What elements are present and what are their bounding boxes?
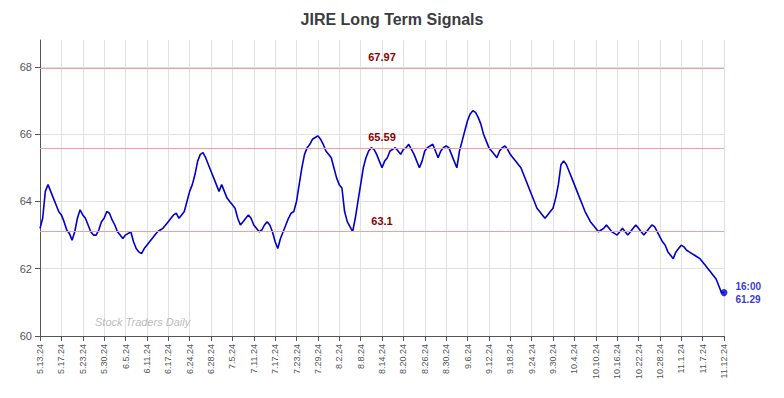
svg-text:9.6.24: 9.6.24 — [463, 344, 473, 369]
svg-text:10.10.24: 10.10.24 — [591, 344, 601, 379]
svg-text:60: 60 — [20, 330, 32, 342]
svg-text:9.18.24: 9.18.24 — [505, 344, 515, 374]
svg-text:11.12.24: 11.12.24 — [719, 344, 729, 378]
svg-text:5.17.24: 5.17.24 — [56, 344, 66, 374]
svg-text:JIRE Long Term Signals: JIRE Long Term Signals — [301, 11, 484, 28]
svg-text:10.28.24: 10.28.24 — [655, 344, 665, 379]
svg-text:9.30.24: 9.30.24 — [548, 344, 558, 374]
svg-text:9.12.24: 9.12.24 — [484, 344, 494, 374]
svg-text:8.2.24: 8.2.24 — [334, 344, 344, 369]
svg-text:5.13.24: 5.13.24 — [35, 344, 45, 374]
svg-text:7.23.24: 7.23.24 — [292, 344, 302, 374]
svg-text:68: 68 — [20, 61, 32, 73]
svg-text:10.4.24: 10.4.24 — [569, 344, 579, 374]
svg-text:16:00: 16:00 — [736, 281, 762, 292]
svg-text:6.17.24: 6.17.24 — [163, 344, 173, 374]
svg-text:62: 62 — [20, 263, 32, 275]
svg-text:10.22.24: 10.22.24 — [634, 344, 644, 379]
svg-text:8.8.24: 8.8.24 — [356, 344, 366, 369]
svg-text:Stock Traders Daily: Stock Traders Daily — [95, 316, 192, 328]
svg-text:63.1: 63.1 — [371, 215, 392, 227]
svg-text:8.20.24: 8.20.24 — [398, 344, 408, 374]
svg-text:7.17.24: 7.17.24 — [270, 344, 280, 374]
svg-text:61.29: 61.29 — [736, 294, 761, 305]
svg-text:6.28.24: 6.28.24 — [206, 344, 216, 374]
svg-text:66: 66 — [20, 128, 32, 140]
svg-text:7.5.24: 7.5.24 — [227, 344, 237, 369]
svg-text:11.7.24: 11.7.24 — [698, 344, 708, 373]
svg-text:5.30.24: 5.30.24 — [99, 344, 109, 374]
svg-text:6.11.24: 6.11.24 — [142, 344, 152, 373]
svg-text:9.24.24: 9.24.24 — [527, 344, 537, 374]
svg-text:8.30.24: 8.30.24 — [441, 344, 451, 374]
svg-text:65.59: 65.59 — [368, 131, 396, 143]
svg-text:7.11.24: 7.11.24 — [249, 344, 259, 373]
svg-text:8.14.24: 8.14.24 — [377, 344, 387, 374]
svg-text:6.5.24: 6.5.24 — [121, 344, 131, 369]
svg-text:7.29.24: 7.29.24 — [313, 344, 323, 374]
svg-text:10.16.24: 10.16.24 — [612, 344, 622, 379]
svg-text:11.1.24: 11.1.24 — [676, 344, 686, 373]
svg-text:67.97: 67.97 — [368, 51, 396, 63]
svg-text:64: 64 — [20, 195, 32, 207]
svg-text:8.26.24: 8.26.24 — [420, 344, 430, 374]
svg-text:6.24.24: 6.24.24 — [185, 344, 195, 374]
svg-text:5.23.24: 5.23.24 — [78, 344, 88, 374]
